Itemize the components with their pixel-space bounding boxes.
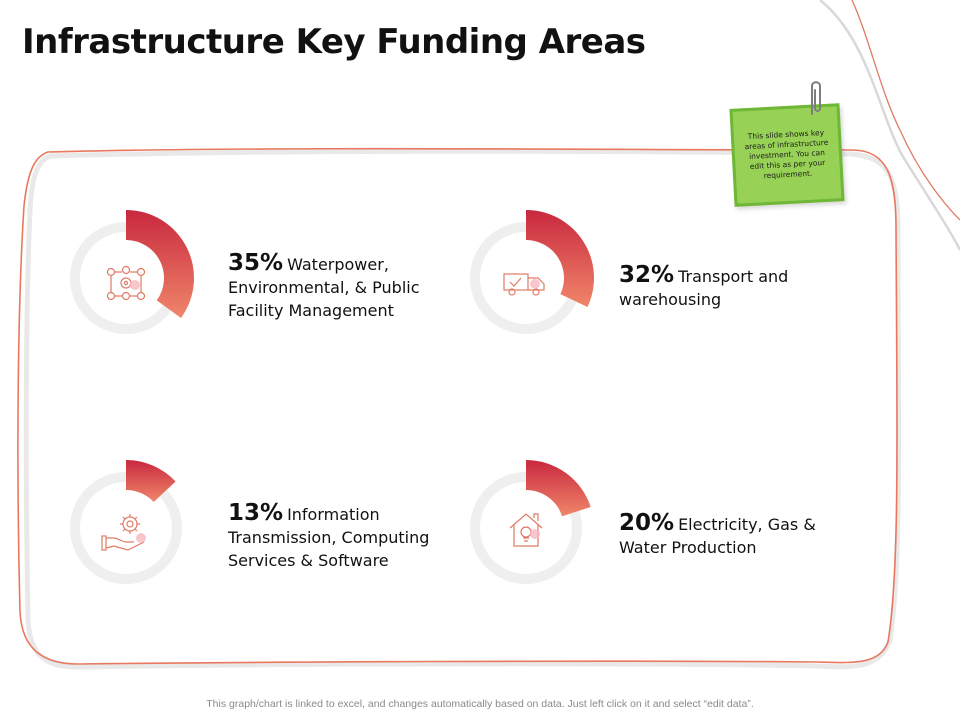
donut-chart-2 bbox=[456, 208, 596, 348]
sticky-note-paper: This slide shows key areas of infrastruc… bbox=[729, 103, 845, 207]
donut-arc-4 bbox=[526, 460, 591, 517]
delivery-truck-icon bbox=[503, 273, 545, 296]
sticky-note: This slide shows key areas of infrastruc… bbox=[724, 81, 845, 207]
donut-svg-4 bbox=[470, 460, 591, 584]
donut-arc-1 bbox=[126, 210, 194, 318]
paperclip-icon bbox=[811, 81, 821, 115]
segment-4-label: Electricity, Gas & Water Production bbox=[619, 515, 816, 557]
segment-4-percent: 20% bbox=[619, 510, 675, 536]
segment-3-label: Information Transmission, Computing Serv… bbox=[228, 505, 430, 570]
segment-1-label: Waterpower, Environmental, & Public Faci… bbox=[228, 255, 420, 320]
segment-4-text: 20% Electricity, Gas & Water Production bbox=[619, 512, 839, 559]
sticky-note-text: This slide shows key areas of infrastruc… bbox=[744, 128, 829, 181]
segment-2-text: 32% Transport and warehousing bbox=[619, 264, 839, 311]
segment-3-text: 13% Information Transmission, Computing S… bbox=[228, 502, 458, 572]
donut-chart-4 bbox=[456, 458, 596, 598]
page-title: Infrastructure Key Funding Areas bbox=[22, 22, 646, 62]
donut-arc-2 bbox=[526, 210, 594, 307]
network-gears-icon bbox=[106, 265, 146, 301]
donut-chart-3 bbox=[56, 458, 196, 598]
donut-arc-3 bbox=[126, 460, 176, 502]
hand-gear-icon bbox=[101, 514, 145, 551]
donut-svg-2 bbox=[470, 210, 594, 334]
footer-note: This graph/chart is linked to excel, and… bbox=[206, 698, 754, 710]
segment-3-percent: 13% bbox=[228, 500, 284, 526]
segment-1-text: 35% Waterpower, Environmental, & Public F… bbox=[228, 252, 458, 322]
donut-svg-1 bbox=[70, 210, 194, 334]
segment-1-percent: 35% bbox=[228, 250, 284, 276]
segment-2-label: Transport and warehousing bbox=[619, 267, 789, 309]
donut-svg-3 bbox=[70, 460, 182, 584]
segment-2-percent: 32% bbox=[619, 262, 675, 288]
donut-chart-1 bbox=[56, 208, 196, 348]
